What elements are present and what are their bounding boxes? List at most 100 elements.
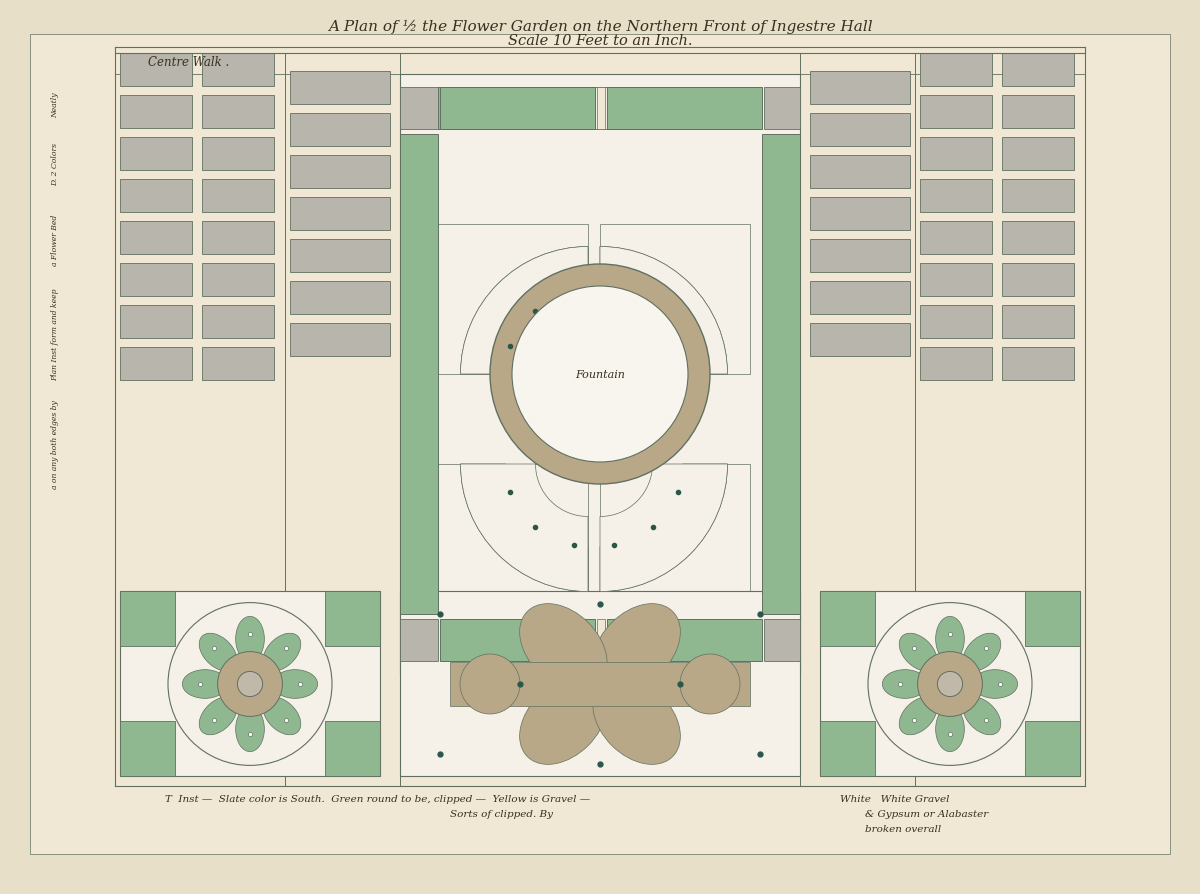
Bar: [290, 282, 390, 315]
Bar: [120, 54, 192, 87]
Bar: [400, 620, 438, 662]
Circle shape: [217, 652, 282, 717]
Bar: [120, 138, 192, 171]
Circle shape: [490, 265, 710, 485]
Circle shape: [680, 654, 740, 714]
Bar: [820, 591, 1080, 776]
Bar: [920, 306, 992, 339]
Ellipse shape: [520, 677, 607, 764]
Bar: [290, 198, 390, 231]
Bar: [1002, 306, 1074, 339]
Wedge shape: [600, 248, 727, 375]
Bar: [202, 222, 274, 255]
Text: Scale 10 Feet to an Inch.: Scale 10 Feet to an Inch.: [508, 34, 692, 48]
Bar: [598, 88, 605, 130]
Bar: [202, 264, 274, 297]
Bar: [920, 96, 992, 129]
Text: a on any both edges by: a on any both edges by: [52, 401, 59, 489]
Ellipse shape: [272, 670, 318, 698]
Text: Plan Inst form and keep: Plan Inst form and keep: [52, 289, 59, 381]
Bar: [400, 135, 438, 614]
Bar: [920, 180, 992, 213]
Bar: [202, 96, 274, 129]
Bar: [440, 88, 595, 130]
Bar: [820, 721, 875, 776]
Ellipse shape: [235, 617, 264, 662]
Ellipse shape: [972, 670, 1018, 698]
Bar: [820, 591, 875, 646]
Bar: [120, 721, 175, 776]
Ellipse shape: [962, 697, 1001, 735]
Text: broken overall: broken overall: [865, 824, 941, 833]
Bar: [1002, 348, 1074, 381]
Bar: [438, 465, 588, 614]
Bar: [764, 620, 800, 662]
Text: D. 2 Colors: D. 2 Colors: [52, 143, 59, 186]
Ellipse shape: [520, 604, 607, 691]
Ellipse shape: [593, 604, 680, 691]
Ellipse shape: [882, 670, 928, 698]
Ellipse shape: [263, 697, 301, 735]
Bar: [1002, 54, 1074, 87]
Bar: [325, 591, 380, 646]
Text: Neatly: Neatly: [52, 92, 59, 118]
Ellipse shape: [199, 697, 238, 735]
Bar: [762, 135, 800, 614]
Bar: [202, 348, 274, 381]
Bar: [920, 348, 992, 381]
Wedge shape: [600, 465, 727, 592]
Bar: [400, 591, 800, 776]
Bar: [600, 465, 750, 614]
Bar: [920, 54, 992, 87]
Bar: [1025, 721, 1080, 776]
Ellipse shape: [168, 603, 332, 765]
Text: Centre Walk .: Centre Walk .: [148, 55, 229, 69]
Bar: [1002, 180, 1074, 213]
Bar: [290, 72, 390, 105]
Ellipse shape: [936, 707, 965, 752]
Bar: [450, 662, 750, 706]
Text: & Gypsum or Alabaster: & Gypsum or Alabaster: [865, 810, 989, 819]
Bar: [810, 156, 910, 189]
Bar: [325, 721, 380, 776]
Text: A Plan of ½ the Flower Garden on the Northern Front of Ingestre Hall: A Plan of ½ the Flower Garden on the Nor…: [328, 20, 872, 34]
Wedge shape: [461, 248, 588, 375]
Bar: [1002, 96, 1074, 129]
Circle shape: [460, 654, 520, 714]
Bar: [202, 54, 274, 87]
Bar: [438, 88, 578, 130]
Circle shape: [512, 287, 688, 462]
Bar: [120, 348, 192, 381]
Ellipse shape: [899, 634, 937, 671]
Circle shape: [238, 671, 263, 696]
Bar: [620, 88, 760, 130]
Bar: [582, 88, 618, 130]
Ellipse shape: [235, 707, 264, 752]
Circle shape: [918, 652, 983, 717]
Bar: [1002, 138, 1074, 171]
Ellipse shape: [868, 603, 1032, 765]
Bar: [580, 88, 618, 130]
Bar: [290, 324, 390, 357]
Bar: [810, 324, 910, 357]
Text: a Flower Bed: a Flower Bed: [52, 215, 59, 266]
Ellipse shape: [593, 677, 680, 764]
Text: T  Inst —  Slate color is South.  Green round to be, clipped —  Yellow is Gravel: T Inst — Slate color is South. Green rou…: [166, 795, 590, 804]
Bar: [120, 306, 192, 339]
Text: Sorts of clipped. By: Sorts of clipped. By: [450, 810, 553, 819]
Bar: [810, 72, 910, 105]
Text: Fountain: Fountain: [575, 369, 625, 380]
Bar: [120, 591, 380, 776]
Bar: [120, 264, 192, 297]
Bar: [290, 156, 390, 189]
Bar: [120, 180, 192, 213]
Ellipse shape: [962, 634, 1001, 671]
Bar: [290, 114, 390, 147]
Bar: [400, 75, 800, 674]
Bar: [607, 88, 762, 130]
Bar: [764, 88, 800, 130]
Wedge shape: [461, 465, 588, 592]
Circle shape: [937, 671, 962, 696]
Ellipse shape: [899, 697, 937, 735]
Ellipse shape: [263, 634, 301, 671]
